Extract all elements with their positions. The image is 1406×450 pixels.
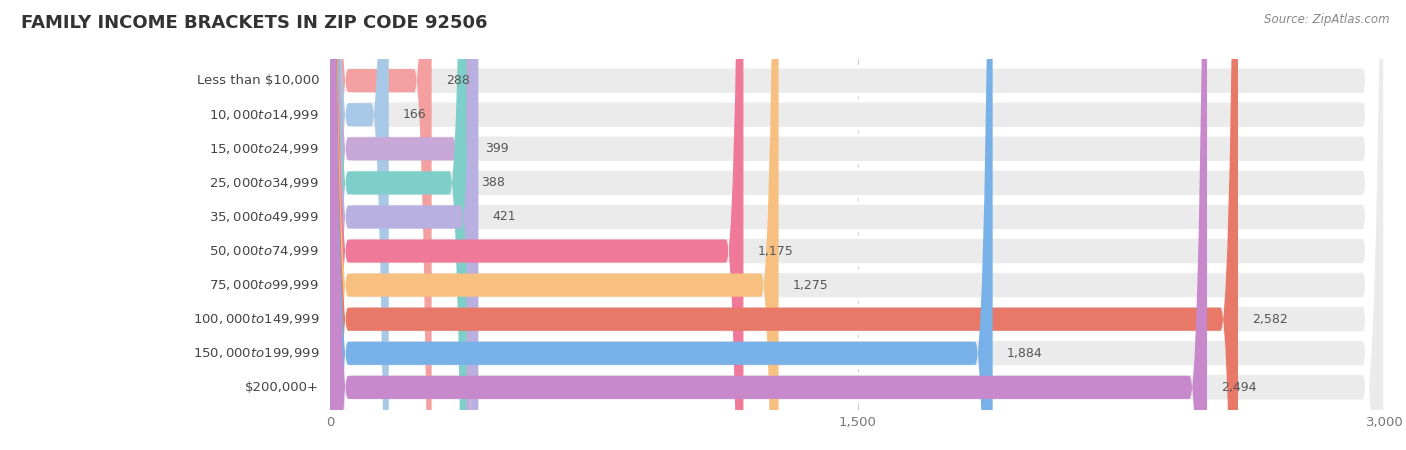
FancyBboxPatch shape: [330, 0, 1385, 450]
Text: $150,000 to $199,999: $150,000 to $199,999: [193, 346, 319, 360]
Text: $100,000 to $149,999: $100,000 to $149,999: [193, 312, 319, 326]
Text: 2,582: 2,582: [1251, 313, 1288, 326]
FancyBboxPatch shape: [330, 0, 432, 450]
FancyBboxPatch shape: [330, 0, 744, 450]
Text: 421: 421: [492, 211, 516, 224]
FancyBboxPatch shape: [330, 0, 1385, 450]
FancyBboxPatch shape: [330, 0, 1385, 450]
Text: $75,000 to $99,999: $75,000 to $99,999: [209, 278, 319, 292]
Text: $200,000+: $200,000+: [245, 381, 319, 394]
Text: 1,275: 1,275: [793, 279, 828, 292]
Text: Source: ZipAtlas.com: Source: ZipAtlas.com: [1264, 14, 1389, 27]
FancyBboxPatch shape: [330, 0, 1385, 450]
FancyBboxPatch shape: [330, 0, 1385, 450]
FancyBboxPatch shape: [330, 0, 471, 450]
FancyBboxPatch shape: [330, 0, 478, 450]
Text: $35,000 to $49,999: $35,000 to $49,999: [209, 210, 319, 224]
Text: 399: 399: [485, 142, 509, 155]
FancyBboxPatch shape: [330, 0, 779, 450]
Text: Less than $10,000: Less than $10,000: [197, 74, 319, 87]
FancyBboxPatch shape: [330, 0, 1385, 450]
Text: 2,494: 2,494: [1220, 381, 1257, 394]
Text: 388: 388: [481, 176, 505, 189]
Text: $25,000 to $34,999: $25,000 to $34,999: [209, 176, 319, 190]
Text: 1,884: 1,884: [1007, 347, 1042, 360]
Text: FAMILY INCOME BRACKETS IN ZIP CODE 92506: FAMILY INCOME BRACKETS IN ZIP CODE 92506: [21, 14, 488, 32]
FancyBboxPatch shape: [330, 0, 1385, 450]
Text: $10,000 to $14,999: $10,000 to $14,999: [209, 108, 319, 122]
Text: $15,000 to $24,999: $15,000 to $24,999: [209, 142, 319, 156]
Text: $50,000 to $74,999: $50,000 to $74,999: [209, 244, 319, 258]
FancyBboxPatch shape: [330, 0, 1385, 450]
FancyBboxPatch shape: [330, 0, 1206, 450]
FancyBboxPatch shape: [330, 0, 1385, 450]
Text: 166: 166: [402, 108, 426, 121]
FancyBboxPatch shape: [330, 0, 993, 450]
Text: 1,175: 1,175: [758, 244, 793, 257]
FancyBboxPatch shape: [330, 0, 467, 450]
FancyBboxPatch shape: [330, 0, 1237, 450]
Text: 288: 288: [446, 74, 470, 87]
FancyBboxPatch shape: [330, 0, 388, 450]
FancyBboxPatch shape: [330, 0, 1385, 450]
